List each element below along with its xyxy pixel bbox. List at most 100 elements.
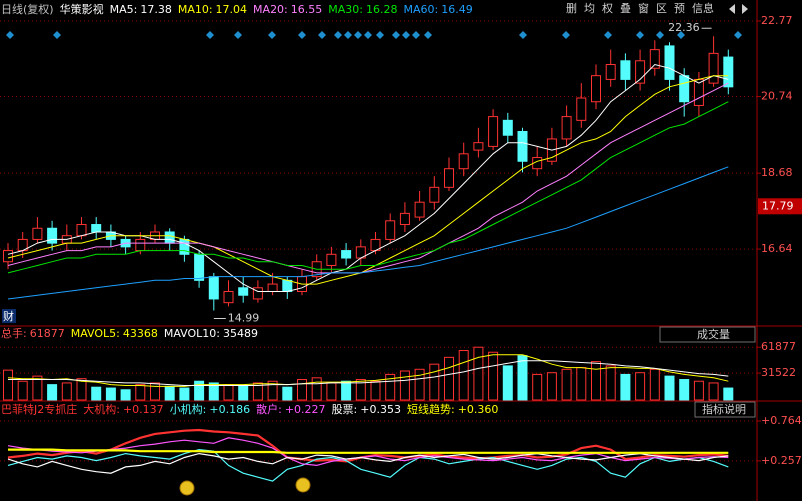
price-box	[758, 198, 802, 215]
header-item: 日线(复权)	[1, 2, 54, 16]
candle-body	[679, 75, 690, 103]
indicator-line	[7, 452, 729, 474]
panel-header: 总手: 61877 MAVOL5: 43368 MAVOL10: 35489	[1, 326, 258, 340]
toolbar-button[interactable]: 区	[656, 2, 667, 15]
candle-body	[223, 291, 234, 304]
signal-diamond	[344, 31, 352, 39]
signal-icon	[179, 480, 195, 496]
indicator-button[interactable]	[659, 326, 756, 343]
y-tick-label: 31522	[761, 366, 796, 379]
signal-diamond	[364, 31, 372, 39]
ma-line	[7, 166, 729, 300]
volume-bar	[679, 379, 690, 401]
ma-line	[7, 82, 729, 274]
volume-bar	[561, 368, 572, 401]
candle-body	[473, 142, 484, 151]
volume-bar	[355, 379, 366, 401]
header-item: MAVOL10:	[164, 327, 220, 340]
volume-bar	[164, 385, 175, 401]
toolbar-button[interactable]: 叠	[620, 2, 631, 15]
toolbar-button[interactable]: 窗	[638, 1, 649, 15]
candle-body	[444, 168, 454, 188]
candle-body	[620, 60, 631, 80]
header-item: +0.360	[458, 403, 499, 416]
signal-diamond	[376, 31, 384, 39]
signal-diamond	[354, 31, 362, 39]
header-item: 43368	[123, 327, 158, 340]
candle-body	[47, 227, 58, 244]
signal-diamond	[604, 31, 612, 39]
signal-diamond	[392, 31, 400, 39]
mavol-line	[7, 354, 729, 387]
volume-bar	[635, 372, 646, 401]
toolbar-button[interactable]: 删	[566, 2, 577, 15]
header-item: MA5:	[110, 3, 138, 16]
header-item: 17.04	[216, 3, 248, 16]
signal-diamond	[656, 31, 664, 39]
y-tick-label: 61877	[761, 340, 796, 353]
volume-bar	[3, 369, 13, 401]
header-item: +0.353	[360, 403, 401, 416]
panel-header: 巴菲特J2专抓庄 大机构: +0.137 小机构: +0.186 散户: +0.227 股票:…	[1, 402, 498, 416]
volume-bar	[517, 355, 528, 401]
toolbar-button[interactable]: 均	[584, 2, 595, 15]
header-item: 17.38	[140, 3, 172, 16]
signal-diamond	[412, 31, 420, 39]
volume-bar	[252, 382, 263, 401]
nav-arrow	[742, 4, 748, 14]
candle-body	[179, 238, 190, 255]
volume-bar	[238, 385, 249, 401]
header-item: +0.186	[209, 403, 250, 416]
header-item: 华策影视	[60, 2, 104, 16]
candle-body	[282, 279, 293, 293]
volume-bar	[370, 380, 381, 401]
header-item: MA10:	[178, 3, 213, 16]
volume-bar	[105, 387, 116, 401]
volume-bar	[150, 382, 160, 401]
candle-body	[3, 250, 13, 263]
ma-line	[7, 101, 729, 274]
price-label: 17.79	[762, 199, 794, 212]
volume-bar	[208, 382, 219, 401]
candle-body	[561, 116, 572, 140]
volume-bar	[532, 373, 543, 401]
volume-bar	[61, 382, 72, 401]
header-item: MA20:	[253, 3, 288, 16]
candle-body	[605, 64, 616, 80]
candle-body	[576, 97, 587, 121]
candle-body	[326, 253, 337, 266]
badge: 财	[3, 309, 14, 323]
volume-bar	[297, 379, 307, 401]
volume-bar	[605, 365, 616, 401]
header-item: MA30:	[328, 3, 363, 16]
header-item: 小机构:	[170, 402, 207, 416]
toolbar-button[interactable]: 信息	[692, 1, 714, 15]
signal-diamond	[636, 31, 644, 39]
toolbar-button[interactable]: 预	[674, 2, 685, 15]
header-item: +0.137	[123, 403, 164, 416]
candle-body	[32, 227, 43, 240]
volume-bar	[135, 384, 146, 401]
volume-bar	[179, 387, 190, 401]
candle-body	[341, 250, 352, 259]
volume-bar	[693, 380, 704, 401]
candle-body	[76, 224, 87, 237]
header-item: 大机构:	[83, 402, 120, 416]
candle-body	[517, 130, 528, 162]
header-item: +0.227	[285, 403, 326, 416]
volume-bar	[311, 377, 322, 401]
header-item: 16.55	[291, 3, 323, 16]
volume-bar	[664, 375, 675, 401]
volume-bar	[723, 387, 734, 401]
candle-body	[502, 119, 513, 136]
volume-bar	[385, 373, 396, 401]
indicator-button[interactable]	[694, 401, 756, 418]
toolbar-button[interactable]: 权	[602, 2, 613, 15]
volume-bar	[17, 380, 28, 401]
indicator-line	[7, 448, 729, 482]
header-item: 散户:	[256, 402, 282, 416]
signal-diamond	[402, 31, 410, 39]
volume-bar	[708, 382, 719, 401]
candle-body	[414, 201, 425, 218]
volume-bar	[32, 375, 43, 401]
